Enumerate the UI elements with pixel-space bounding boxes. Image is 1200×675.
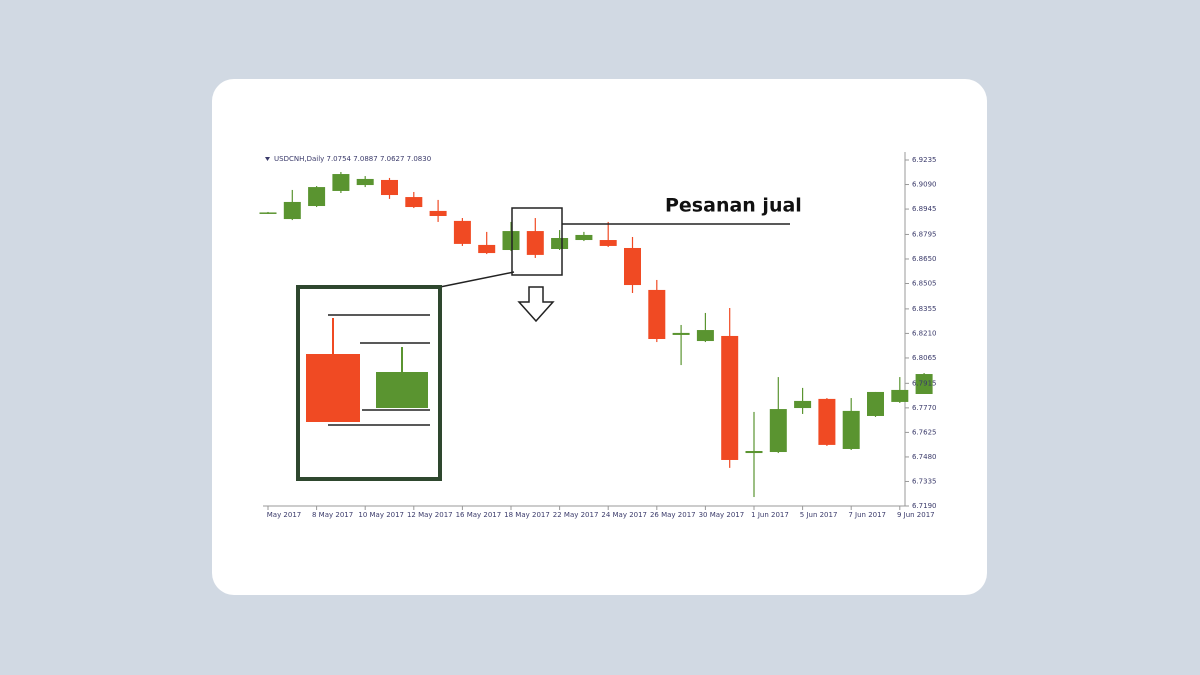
x-tick-label: 9 Jun 2017 bbox=[897, 511, 935, 519]
zoom-candle bbox=[376, 372, 428, 408]
y-tick-label: 6.7770 bbox=[912, 404, 937, 412]
candle-body bbox=[405, 197, 423, 208]
y-tick-label: 6.9090 bbox=[912, 181, 937, 189]
connector bbox=[439, 271, 515, 288]
x-tick-label: 12 May 2017 bbox=[407, 511, 453, 519]
candle-body bbox=[624, 247, 641, 286]
y-tick-label: 6.8945 bbox=[912, 205, 937, 213]
y-tick-label: 6.8065 bbox=[912, 354, 937, 362]
candle-body bbox=[696, 330, 714, 342]
y-tick-label: 6.8210 bbox=[912, 329, 937, 337]
candle-body bbox=[551, 237, 569, 249]
candle-body bbox=[356, 178, 374, 186]
x-tick-label: May 2017 bbox=[267, 511, 302, 519]
x-tick-label: 8 May 2017 bbox=[312, 511, 353, 519]
candle-body bbox=[575, 234, 593, 241]
candle-body bbox=[648, 289, 666, 340]
annotation: Pesanan jual bbox=[665, 195, 802, 217]
x-tick-label: 16 May 2017 bbox=[456, 511, 502, 519]
candle-body bbox=[915, 374, 933, 394]
candle-body bbox=[745, 451, 763, 454]
menu-triangle bbox=[265, 157, 270, 161]
candle-body bbox=[453, 220, 471, 244]
candle-body bbox=[599, 240, 617, 246]
x-tick-label: 1 Jun 2017 bbox=[751, 511, 789, 519]
x-tick-label: 10 May 2017 bbox=[358, 511, 404, 519]
y-tick-label: 6.8355 bbox=[912, 305, 937, 313]
chart-title: USDCNH,Daily 7.0754 7.0887 7.0627 7.0830 bbox=[274, 155, 431, 163]
y-tick-label: 6.7190 bbox=[912, 502, 937, 510]
candle-body bbox=[478, 244, 496, 254]
x-tick-label: 22 May 2017 bbox=[553, 511, 599, 519]
candle-body bbox=[283, 201, 301, 220]
y-tick-label: 6.7335 bbox=[912, 477, 937, 485]
candle-body bbox=[526, 231, 544, 255]
highlight-box bbox=[511, 207, 563, 276]
y-tick-label: 6.8505 bbox=[912, 280, 937, 288]
candle-body bbox=[867, 391, 884, 416]
candles bbox=[259, 172, 933, 498]
y-tick-label: 6.7480 bbox=[912, 453, 937, 461]
zoom-candle bbox=[306, 354, 360, 422]
candle-body bbox=[769, 409, 787, 453]
candle-body bbox=[308, 187, 326, 207]
y-tick-label: 6.8650 bbox=[912, 255, 937, 263]
candle-body bbox=[672, 332, 690, 335]
candle-body bbox=[502, 231, 520, 251]
candle-body bbox=[721, 335, 739, 460]
candle-body bbox=[842, 410, 860, 449]
x-tick-label: 18 May 2017 bbox=[504, 511, 550, 519]
x-tick-label: 5 Jun 2017 bbox=[800, 511, 838, 519]
down-arrow bbox=[517, 286, 555, 323]
x-tick-label: 7 Jun 2017 bbox=[848, 511, 886, 519]
candle-body bbox=[891, 389, 909, 402]
y-tick-label: 6.9235 bbox=[912, 156, 937, 164]
y-tick-label: 6.7915 bbox=[912, 379, 937, 387]
x-tick-label: 24 May 2017 bbox=[601, 511, 647, 519]
y-tick-label: 6.7625 bbox=[912, 428, 937, 436]
candle-body bbox=[381, 179, 398, 196]
candle-body bbox=[818, 398, 836, 445]
candle-body bbox=[259, 212, 277, 214]
candle-body bbox=[332, 174, 350, 191]
x-tick-label: 26 May 2017 bbox=[650, 511, 696, 519]
candle-body bbox=[794, 400, 812, 409]
candle-body bbox=[429, 210, 447, 217]
x-tick-label: 30 May 2017 bbox=[699, 511, 745, 519]
y-tick-label: 6.8795 bbox=[912, 230, 937, 238]
